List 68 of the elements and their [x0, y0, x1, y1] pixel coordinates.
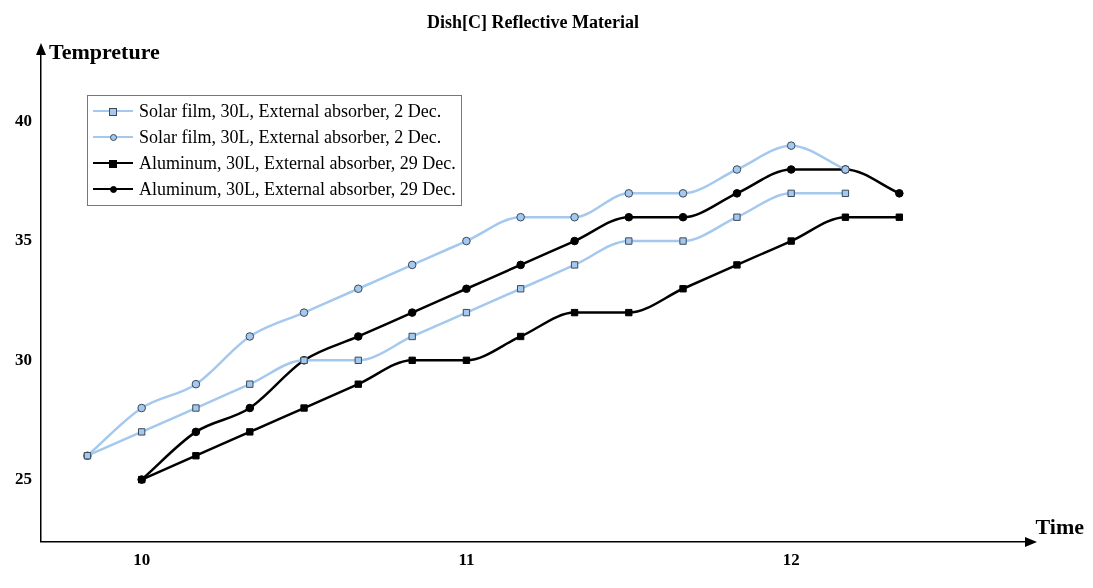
point: [786, 141, 796, 150]
point: [625, 237, 633, 245]
point: [408, 356, 416, 364]
point: [353, 284, 363, 294]
legend-label: Aluminum, 30L, External absorber, 29 Dec.: [139, 178, 456, 199]
legend-label: Solar film, 30L, External absorber, 2 Dec.: [139, 100, 442, 121]
point: [895, 213, 903, 221]
point: [83, 452, 92, 460]
point: [570, 308, 579, 317]
point: [137, 475, 146, 484]
point: [462, 236, 471, 246]
point: [516, 285, 525, 293]
point: [624, 189, 634, 198]
x-axis-title: Time: [1035, 514, 1085, 540]
y-axis-title: Tempreture: [49, 38, 161, 64]
point: [462, 284, 471, 294]
point: [516, 212, 525, 222]
point: [300, 404, 308, 412]
point: [407, 260, 417, 270]
x-tick-label: 11: [458, 550, 475, 570]
point: [679, 285, 687, 293]
point: [191, 379, 201, 389]
point: [570, 261, 579, 269]
point: [246, 428, 254, 436]
point: [353, 332, 363, 341]
point: [462, 308, 471, 317]
point: [192, 404, 200, 412]
point: [787, 237, 795, 245]
x-tick-label: 12: [782, 550, 800, 570]
point: [733, 261, 741, 269]
y-tick-label: 25: [15, 468, 32, 488]
point: [516, 332, 525, 341]
point: [354, 356, 362, 364]
point: [299, 308, 309, 317]
point: [245, 403, 255, 413]
x-tick-label: 10: [133, 550, 151, 570]
point: [462, 356, 471, 364]
point: [787, 189, 795, 198]
y-tick-label: 40: [15, 111, 32, 131]
y-tick-label: 30: [15, 349, 32, 369]
point: [137, 428, 146, 436]
point: [137, 403, 146, 413]
point: [192, 452, 200, 460]
point: [732, 189, 742, 198]
point: [570, 212, 579, 222]
point: [354, 380, 362, 388]
point: [786, 165, 796, 174]
point: [407, 308, 417, 317]
point: [246, 380, 254, 388]
point: [624, 212, 634, 222]
point: [570, 236, 579, 246]
point: [733, 213, 741, 221]
legend-label: Solar film, 30L, External absorber, 2 Dec.: [139, 126, 442, 147]
point: [732, 165, 742, 174]
point: [841, 189, 850, 198]
point: [679, 237, 687, 245]
point: [625, 308, 633, 317]
point: [516, 260, 525, 270]
y-tick-label: 35: [15, 230, 32, 250]
legend-label: Aluminum, 30L, External absorber, 29 Dec.: [139, 152, 456, 173]
point: [678, 189, 688, 198]
chart-title: Dish[C] Reflective Material: [427, 11, 639, 32]
point: [245, 332, 255, 341]
point: [841, 213, 850, 221]
point: [895, 189, 904, 198]
point: [678, 212, 688, 222]
point: [191, 427, 201, 437]
point: [408, 332, 416, 341]
